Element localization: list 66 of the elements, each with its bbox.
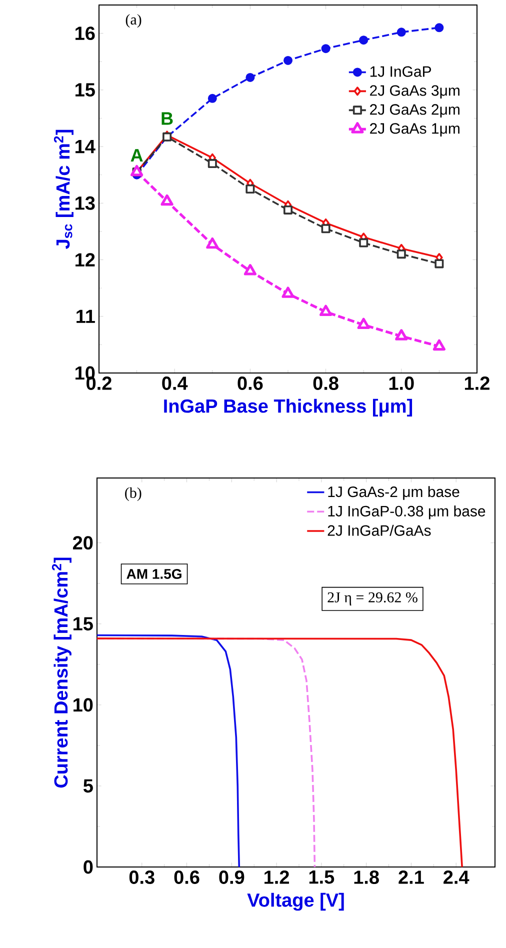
point — [434, 23, 444, 32]
y-axis-title: J$_{sc}$ [mA/c m$^{2}$] — [54, 130, 74, 249]
point — [357, 318, 370, 330]
legend-label: 1J GaAs-2 μm base — [328, 486, 460, 500]
y-tick-label: 16 — [76, 26, 95, 40]
point — [434, 259, 444, 268]
point — [283, 56, 292, 65]
x-tick-label: 0.9 — [219, 870, 244, 884]
point — [130, 164, 144, 176]
point — [359, 36, 368, 45]
point — [208, 94, 217, 103]
x-tick-label: 1.0 — [389, 376, 414, 390]
point — [282, 286, 294, 298]
legend-label: 2J GaAs 3μm — [370, 85, 460, 99]
x-tick-label: 1.5 — [309, 870, 334, 884]
legend-label: 2J InGaP/GaAs — [328, 524, 431, 536]
point — [246, 184, 255, 194]
point — [160, 194, 174, 206]
x-tick-label: 0.6 — [238, 376, 263, 390]
x-axis-title: Voltage [V] — [247, 892, 344, 911]
point — [395, 329, 408, 340]
y-tick-label: 20 — [72, 536, 93, 550]
y-tick-label: 12 — [76, 253, 95, 266]
x-tick-label: 0.6 — [174, 870, 200, 884]
point — [396, 250, 406, 259]
point — [432, 339, 446, 351]
annotation: (b) — [125, 487, 142, 501]
y-tick-label: 11 — [76, 310, 95, 323]
point — [283, 205, 292, 214]
line-series — [96, 638, 463, 867]
annotation: AM 1.5G — [126, 568, 182, 579]
y-tick-label: 5 — [83, 779, 93, 793]
x-axis-title: InGaP Base Thickness [μm] — [164, 398, 412, 417]
point — [321, 224, 330, 234]
x-tick-label: 0.3 — [129, 870, 154, 884]
y-axis-title: Current Density [mA/cm$^{2}$] — [52, 558, 72, 788]
annotation: (a) — [126, 14, 142, 28]
x-tick-label: 2.1 — [398, 870, 424, 884]
x-tick-label: 0.4 — [162, 376, 188, 390]
point — [208, 159, 217, 168]
line-series — [96, 634, 240, 867]
legend-label: 1J InGaP — [370, 66, 431, 77]
point — [321, 44, 330, 54]
x-tick-label: 0.8 — [313, 376, 338, 390]
point — [396, 28, 406, 37]
x-tick-label: 2.4 — [444, 870, 470, 884]
y-tick-label: 15 — [76, 83, 95, 97]
annotation: A — [130, 149, 143, 162]
y-tick-label: 15 — [74, 617, 93, 630]
y-tick-label: 10 — [74, 698, 93, 712]
legend-label: 2J GaAs 2μm — [370, 104, 460, 118]
x-tick-label: 1.2 — [264, 870, 289, 884]
point — [359, 238, 368, 248]
x-tick-label: 1.8 — [354, 870, 379, 884]
point — [206, 237, 219, 249]
point — [320, 304, 332, 316]
legend-label: 2J GaAs 1μm — [370, 123, 460, 136]
point — [246, 72, 255, 82]
point — [244, 264, 256, 276]
legend-label: 1J InGaP-0.38 μm base — [328, 505, 486, 520]
y-tick-label: 14 — [76, 140, 96, 154]
y-tick-label: 13 — [76, 196, 95, 210]
annotation: 2J η = 29.62 % — [328, 592, 418, 606]
y-tick-label: 0 — [84, 860, 93, 874]
x-tick-label: 1.2 — [464, 376, 490, 390]
annotation: B — [162, 112, 173, 125]
